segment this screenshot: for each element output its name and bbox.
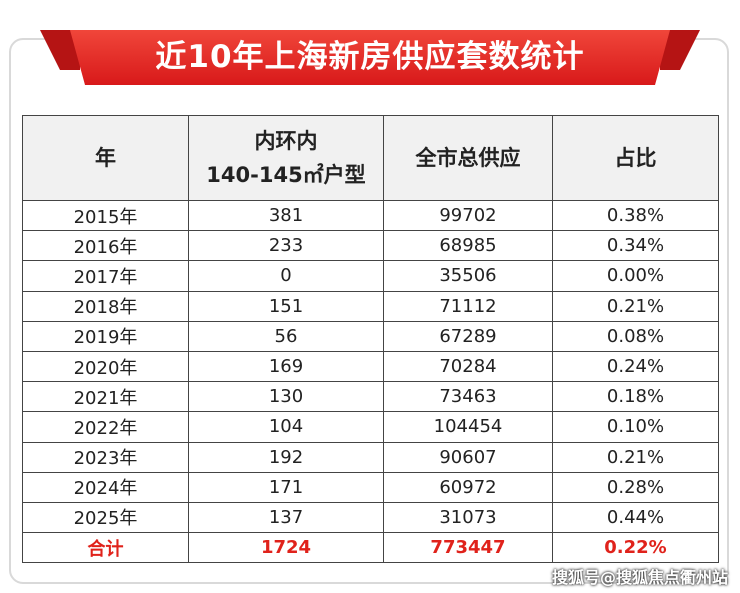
header-line: 内环内 xyxy=(254,129,318,153)
row: 2021年 130 73463 0.18% xyxy=(22,381,719,413)
cell: 104454 xyxy=(383,411,553,443)
cell: 68985 xyxy=(383,230,553,262)
header-cell: 内环内 140-145㎡户型 xyxy=(188,115,384,201)
row: 2019年 56 67289 0.08% xyxy=(22,320,719,352)
row: 2024年 171 60972 0.28% xyxy=(22,471,719,503)
cell: 2025年 xyxy=(22,501,189,534)
row: 2022年 104 104454 0.10% xyxy=(22,411,719,443)
header-cell: 全市总供应 xyxy=(383,115,553,201)
cell: 130 xyxy=(188,381,384,413)
cell: 0.00% xyxy=(552,260,719,292)
cell: 381 xyxy=(188,199,384,232)
cell: 71112 xyxy=(383,290,553,322)
cell: 67289 xyxy=(383,320,553,352)
total-cell: 1724 xyxy=(188,532,384,564)
cell: 171 xyxy=(188,471,384,503)
header-cell: 年 xyxy=(22,115,189,201)
title: 近10年上海新房供应套数统计 xyxy=(155,39,585,75)
cell: 2023年 xyxy=(22,441,189,473)
cell: 0.21% xyxy=(552,290,719,322)
cell: 137 xyxy=(188,501,384,534)
cell: 70284 xyxy=(383,350,553,383)
row: 2015年 381 99702 0.38% xyxy=(22,199,719,232)
cell: 233 xyxy=(188,230,384,262)
cell: 192 xyxy=(188,441,384,473)
cell: 2015年 xyxy=(22,199,189,232)
header-row: 年 内环内 140-145㎡户型 全市总供应 占比 xyxy=(22,115,719,201)
row: 2025年 137 31073 0.44% xyxy=(22,501,719,534)
cell: 90607 xyxy=(383,441,553,473)
cell: 31073 xyxy=(383,501,553,534)
cell: 2016年 xyxy=(22,230,189,262)
cell: 0.44% xyxy=(552,501,719,534)
row: 2017年 0 35506 0.00% xyxy=(22,260,719,292)
cell: 0.38% xyxy=(552,199,719,232)
cell: 0.08% xyxy=(552,320,719,352)
cell: 2021年 xyxy=(22,381,189,413)
cell: 169 xyxy=(188,350,384,383)
cell: 0.21% xyxy=(552,441,719,473)
total-cell: 773447 xyxy=(383,532,553,564)
cell: 0 xyxy=(188,260,384,292)
cell: 0.24% xyxy=(552,350,719,383)
row: 2016年 233 68985 0.34% xyxy=(22,230,719,262)
header-line: 占比 xyxy=(614,146,657,170)
cell: 73463 xyxy=(383,381,553,413)
cell: 2022年 xyxy=(22,411,189,443)
cell: 56 xyxy=(188,320,384,352)
cell: 0.18% xyxy=(552,381,719,413)
cell: 151 xyxy=(188,290,384,322)
row: 2020年 169 70284 0.24% xyxy=(22,350,719,383)
cell: 2020年 xyxy=(22,350,189,383)
total-cell: 0.22% xyxy=(552,532,719,564)
header-line: 年 xyxy=(95,146,116,170)
cell: 2019年 xyxy=(22,320,189,352)
data-table: 年 内环内 140-145㎡户型 全市总供应 占比 2015年 381 99702 0.38%… xyxy=(22,115,719,564)
cell: 104 xyxy=(188,411,384,443)
cell: 60972 xyxy=(383,471,553,503)
row: 2018年 151 71112 0.21% xyxy=(22,290,719,322)
cell: 0.34% xyxy=(552,230,719,262)
header-cell: 占比 xyxy=(552,115,719,201)
cell: 99702 xyxy=(383,199,553,232)
header-line: 全市总供应 xyxy=(415,146,521,170)
row: 2023年 192 90607 0.21% xyxy=(22,441,719,473)
cell: 2017年 xyxy=(22,260,189,292)
total-cell: 合计 xyxy=(22,532,189,564)
header-line: 140-145㎡户型 xyxy=(206,163,366,187)
title-banner xyxy=(40,30,700,85)
cell: 2018年 xyxy=(22,290,189,322)
cell: 35506 xyxy=(383,260,553,292)
total-row: 合计 1724 773447 0.22% xyxy=(22,532,719,564)
cell: 0.10% xyxy=(552,411,719,443)
watermark: 搜狐号@搜狐焦点衢州站 xyxy=(551,568,728,587)
cell: 0.28% xyxy=(552,471,719,503)
cell: 2024年 xyxy=(22,471,189,503)
